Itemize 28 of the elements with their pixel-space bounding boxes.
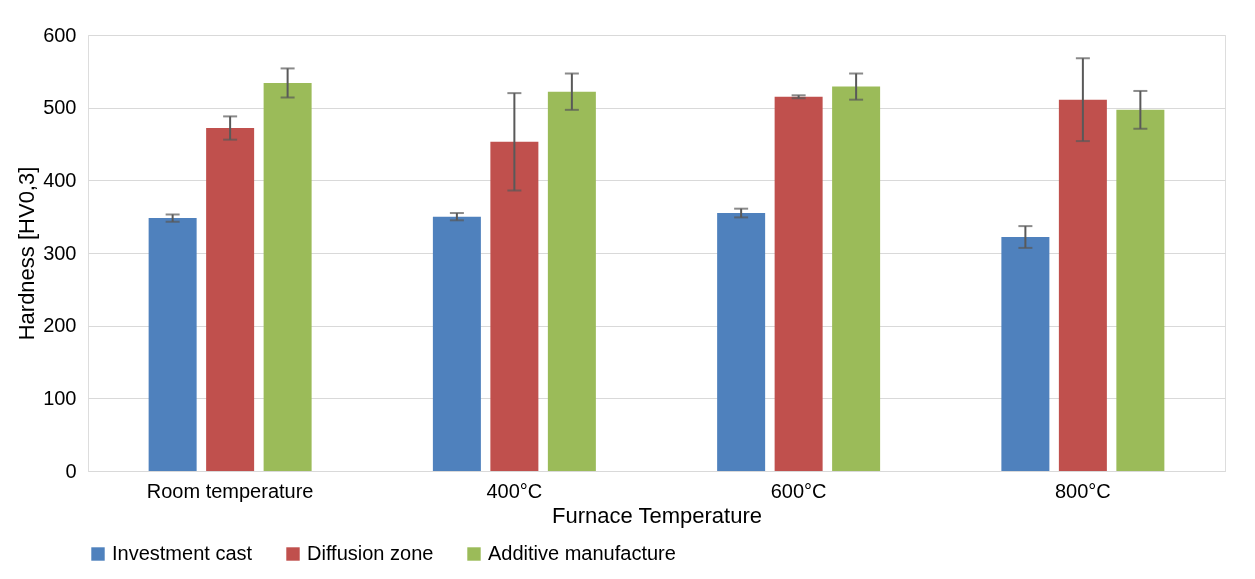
y-axis-title: Hardness [HV0,3]	[14, 166, 40, 341]
bar	[717, 213, 766, 471]
y-tick-label: 600	[43, 23, 77, 46]
y-tick-label: 0	[65, 459, 77, 482]
bar	[832, 86, 881, 471]
bar	[1116, 109, 1165, 471]
bar	[206, 128, 255, 471]
y-tick-label: 300	[43, 241, 77, 264]
bar	[774, 96, 823, 471]
bar	[490, 141, 539, 471]
bar	[263, 82, 312, 471]
y-tick-label: 500	[43, 96, 77, 119]
bar	[1001, 237, 1050, 471]
legend-label: Diffusion zone	[307, 542, 434, 564]
bar	[148, 218, 197, 471]
legend-label: Additive manufacture	[488, 542, 676, 564]
x-axis-title: Furnace Temperature	[552, 502, 762, 528]
x-tick-label: 800°C	[1054, 479, 1111, 502]
y-tick-label: 200	[43, 314, 77, 337]
y-tick-label: 400	[43, 168, 77, 191]
bar	[1058, 99, 1107, 471]
x-tick-label: Room temperature	[146, 479, 314, 502]
y-tick-label: 100	[43, 386, 77, 409]
x-tick-label: 400°C	[486, 479, 543, 502]
x-tick-label: 600°C	[770, 479, 827, 502]
bar	[432, 216, 481, 471]
legend-label: Investment cast	[112, 542, 253, 564]
bar	[547, 91, 596, 471]
